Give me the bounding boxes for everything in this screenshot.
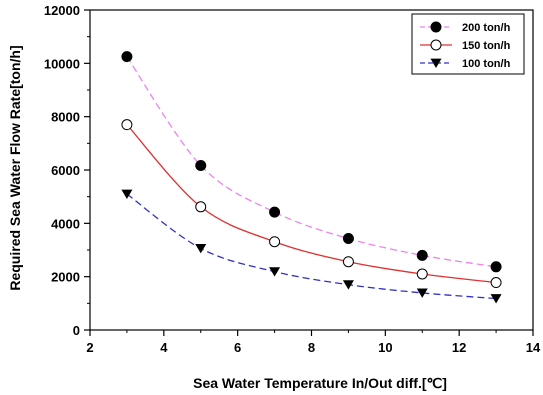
legend-marker-0 — [430, 21, 442, 33]
data-point-series-1 — [269, 236, 281, 248]
data-point-series-2 — [342, 280, 354, 290]
x-tick-label: 8 — [308, 340, 315, 355]
data-point-series-0 — [490, 261, 502, 273]
y-tick-label: 12000 — [44, 3, 80, 18]
series-line-0 — [126, 56, 497, 268]
axes: 2 4 6 8 10 12 14 0 2000 4000 6000 8000 10000 12000 — [44, 3, 541, 355]
series-markers — [121, 51, 502, 304]
legend-label-1: 150 ton/h — [462, 40, 511, 52]
series-line-1 — [126, 124, 497, 284]
legend-label-2: 100 ton/h — [462, 58, 511, 70]
y-tick-label: 4000 — [51, 216, 80, 231]
legend: 200 ton/h 150 ton/h 100 ton/h — [411, 13, 525, 75]
data-point-series-0 — [416, 249, 428, 261]
data-point-series-0 — [342, 233, 354, 245]
x-tick-label: 6 — [234, 340, 241, 355]
data-point-series-2 — [269, 267, 281, 277]
y-tick-label: 0 — [73, 323, 80, 338]
y-tick-label: 6000 — [51, 163, 80, 178]
y-axis-title: Required Sea Water Flow Rate[ton/h] — [7, 45, 23, 290]
legend-label-0: 200 ton/h — [462, 22, 511, 34]
data-point-series-2 — [195, 244, 207, 254]
data-point-series-2 — [416, 288, 428, 298]
x-tick-label: 4 — [160, 340, 168, 355]
data-point-series-0 — [195, 159, 207, 171]
legend-marker-1 — [430, 39, 442, 51]
y-tick-label: 2000 — [51, 270, 80, 285]
data-point-series-1 — [195, 201, 207, 213]
series-lines — [126, 56, 497, 300]
data-point-series-2 — [490, 294, 502, 304]
data-point-series-1 — [121, 119, 133, 131]
data-point-series-1 — [342, 256, 354, 268]
data-point-series-0 — [269, 206, 281, 218]
legend-marker-2 — [430, 58, 442, 68]
data-point-series-1 — [416, 268, 428, 280]
x-tick-label: 12 — [452, 340, 466, 355]
x-tick-label: 10 — [378, 340, 392, 355]
data-point-series-0 — [121, 51, 133, 63]
y-tick-label: 8000 — [51, 110, 80, 125]
y-tick-label: 10000 — [44, 56, 80, 71]
data-point-series-1 — [490, 277, 502, 289]
x-tick-label: 14 — [526, 340, 541, 355]
data-point-series-2 — [121, 189, 133, 199]
x-axis-title: Sea Water Temperature In/Out diff.[℃] — [193, 375, 447, 391]
x-tick-label: 2 — [86, 340, 93, 355]
series-line-2 — [126, 193, 497, 300]
